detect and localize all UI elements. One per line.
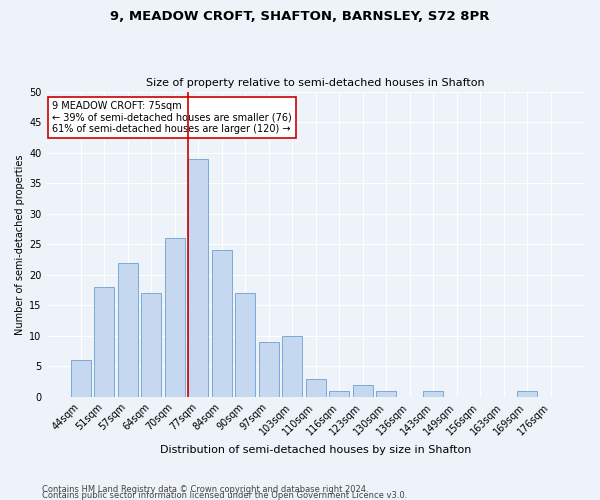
Y-axis label: Number of semi-detached properties: Number of semi-detached properties [15, 154, 25, 334]
Bar [306, 378, 326, 397]
Bar [376, 391, 396, 397]
Text: Contains HM Land Registry data © Crown copyright and database right 2024.: Contains HM Land Registry data © Crown c… [42, 484, 368, 494]
Bar [329, 391, 349, 397]
Bar [517, 391, 537, 397]
Text: 9 MEADOW CROFT: 75sqm
← 39% of semi-detached houses are smaller (76)
61% of semi: 9 MEADOW CROFT: 75sqm ← 39% of semi-deta… [52, 100, 292, 134]
Bar [212, 250, 232, 397]
Bar [71, 360, 91, 397]
Bar [118, 262, 138, 397]
Bar [188, 158, 208, 397]
Bar [283, 336, 302, 397]
Bar [353, 385, 373, 397]
Bar [165, 238, 185, 397]
Text: 9, MEADOW CROFT, SHAFTON, BARNSLEY, S72 8PR: 9, MEADOW CROFT, SHAFTON, BARNSLEY, S72 … [110, 10, 490, 23]
Title: Size of property relative to semi-detached houses in Shafton: Size of property relative to semi-detach… [146, 78, 485, 88]
X-axis label: Distribution of semi-detached houses by size in Shafton: Distribution of semi-detached houses by … [160, 445, 472, 455]
Text: Contains public sector information licensed under the Open Government Licence v3: Contains public sector information licen… [42, 490, 407, 500]
Bar [259, 342, 279, 397]
Bar [94, 287, 115, 397]
Bar [235, 293, 256, 397]
Bar [423, 391, 443, 397]
Bar [142, 293, 161, 397]
